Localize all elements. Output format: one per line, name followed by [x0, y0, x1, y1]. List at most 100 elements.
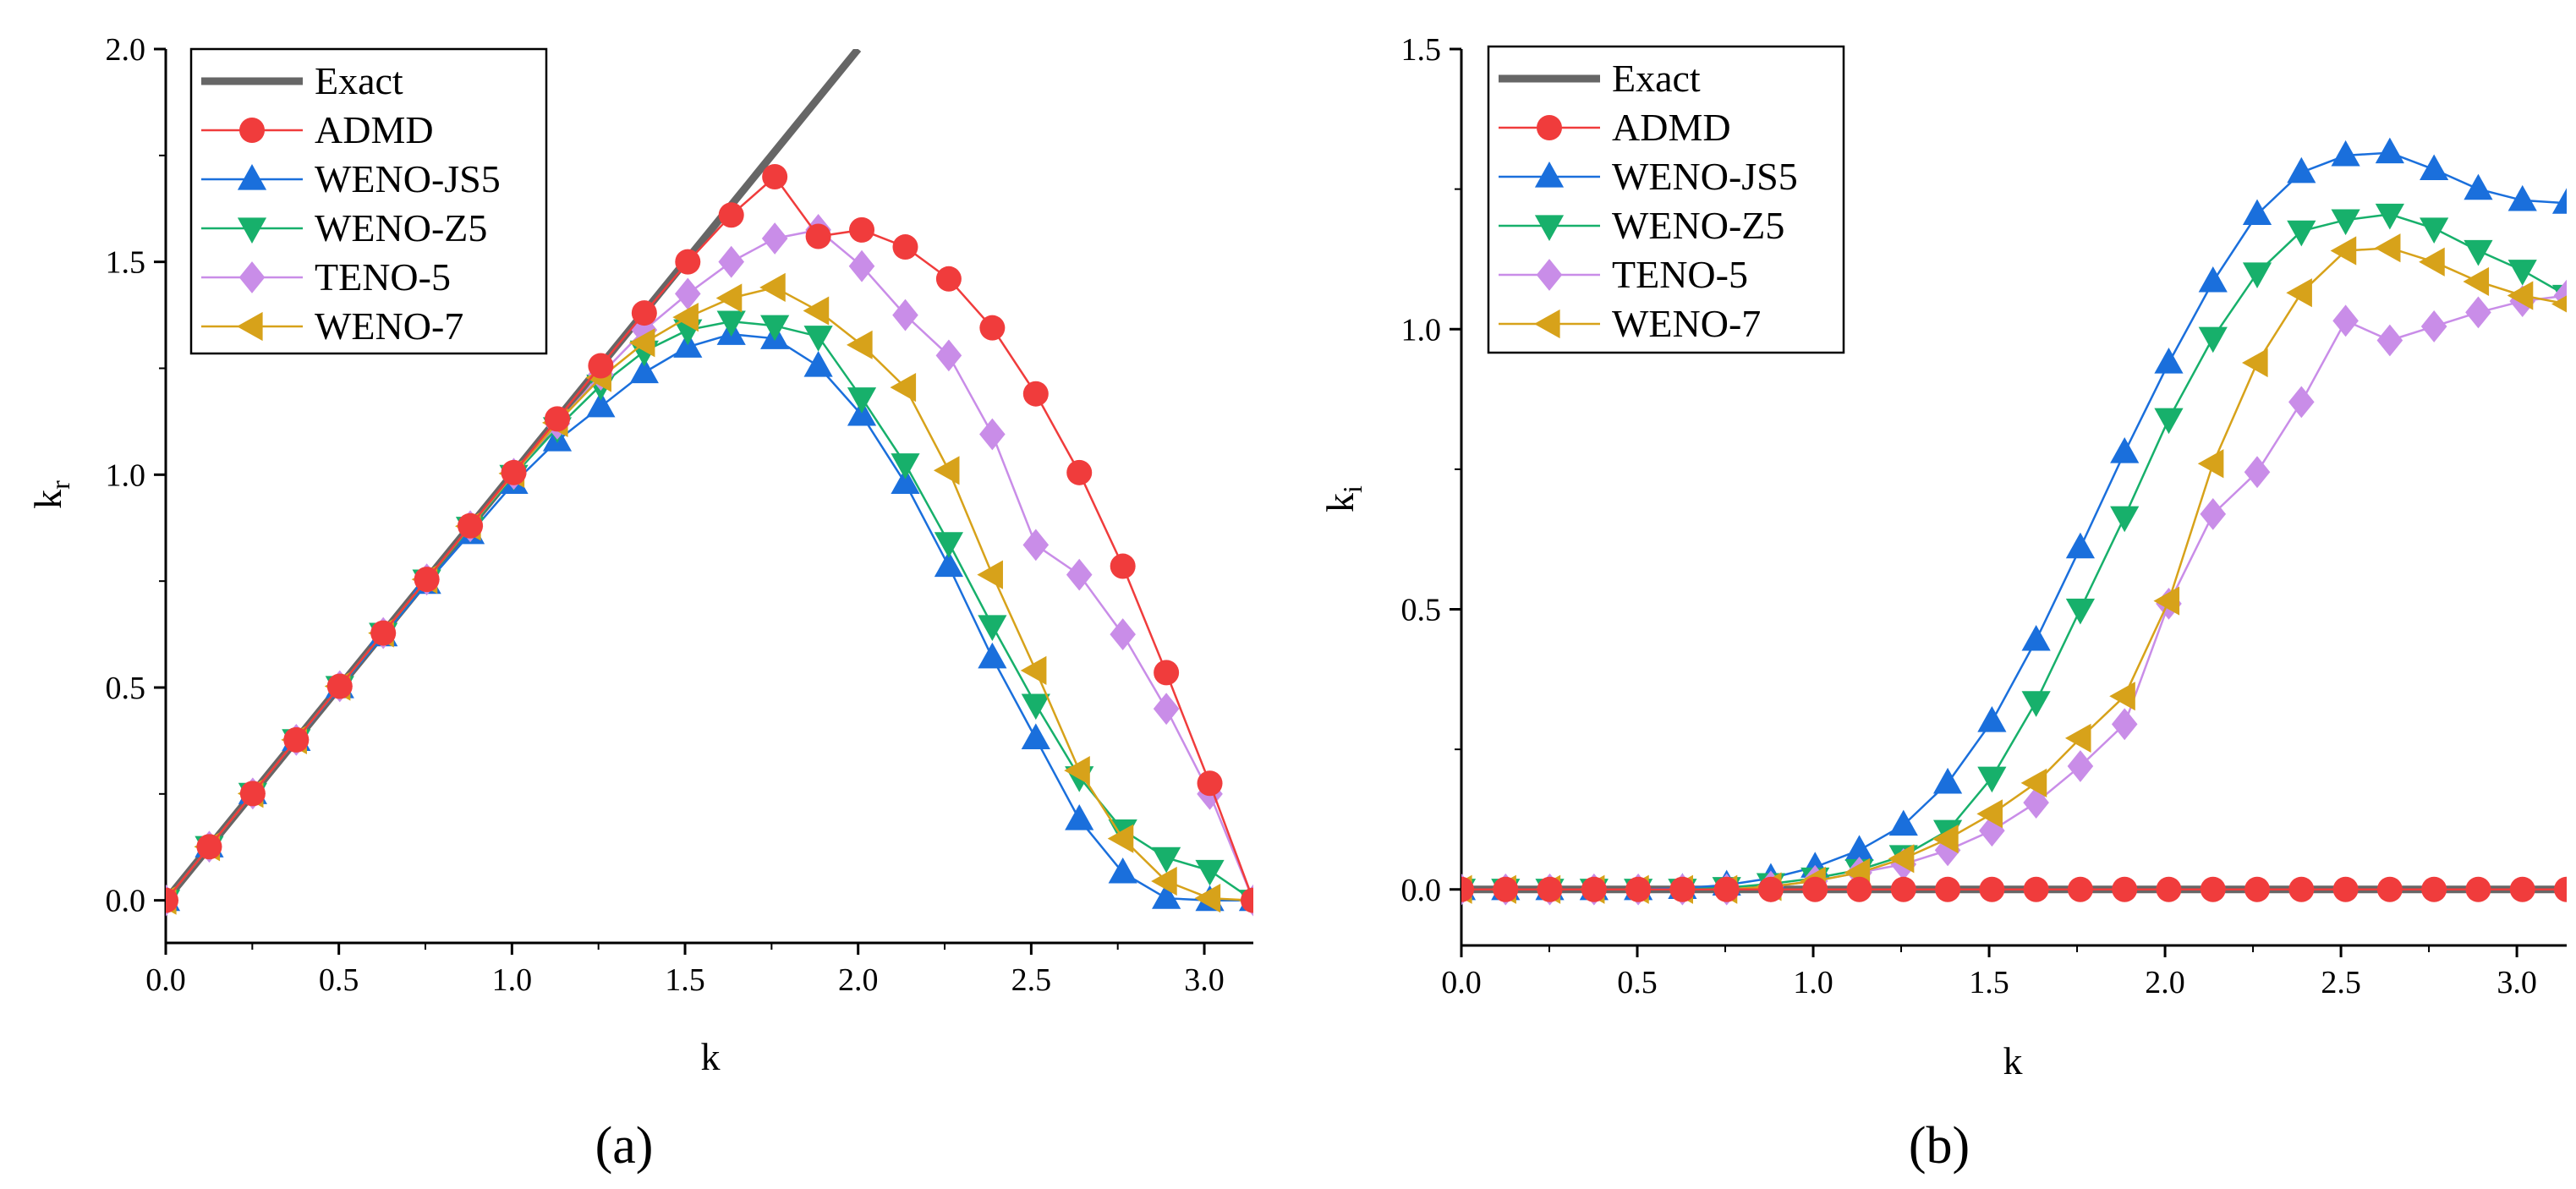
marker-weno-7-a	[715, 283, 743, 313]
legend-a: Exact ADMD WENO-JS5 WENO-Z5 TENO-5 WENO-7	[189, 47, 548, 355]
marker-admd-b	[2023, 876, 2049, 902]
x-axis-label-a: k	[701, 1035, 721, 1078]
legend-label-weno-z5-b: WENO-Z5	[1612, 204, 1784, 247]
legend-marker-admd-a	[239, 118, 265, 143]
marker-weno-js5-b	[2287, 156, 2316, 184]
marker-admd-a	[501, 459, 527, 485]
legend-b: Exact ADMD WENO-JS5 WENO-Z5 TENO-5 WENO-7	[1487, 45, 1845, 354]
marker-weno-z5-b	[1977, 766, 2007, 793]
legend-box-b	[1487, 45, 1845, 354]
legend-marker-teno-5-a	[238, 261, 266, 293]
marker-weno-js5-a	[803, 350, 833, 377]
marker-teno-5-b	[1979, 814, 2005, 847]
marker-admd-a	[1110, 553, 1136, 579]
marker-admd-a	[1022, 381, 1049, 407]
legend-label-weno-z5-a: WENO-Z5	[315, 206, 487, 249]
marker-admd-a	[458, 512, 484, 539]
legend-marker-admd-b	[1537, 115, 1562, 140]
marker-weno-z5-b	[2420, 217, 2449, 244]
marker-weno-7-a	[759, 272, 786, 302]
marker-weno-z5-b	[2464, 239, 2493, 266]
marker-weno-7-a	[933, 456, 960, 485]
marker-admd-a	[239, 781, 266, 807]
marker-weno-js5-b	[2110, 437, 2140, 463]
marker-weno-7-b	[2330, 236, 2357, 266]
marker-teno-5-b	[2376, 324, 2403, 357]
plot-area-b: 0.0 0.5 1.0 1.5 2.0 2.5 3.0 0.0 0.5 1.0 1.5 Exact AD…	[1401, 32, 2567, 1000]
marker-admd-a	[588, 353, 614, 379]
marker-teno-5-a	[935, 339, 962, 372]
marker-admd-a	[892, 234, 918, 260]
legend-marker-weno-7-a	[237, 311, 263, 342]
marker-weno-7-b	[2374, 233, 2401, 263]
marker-admd-a	[196, 834, 222, 860]
marker-admd-b	[2421, 876, 2447, 902]
marker-teno-5-b	[2288, 386, 2315, 419]
marker-teno-5-a	[1022, 529, 1050, 562]
legend-marker-weno-js5-a	[237, 164, 267, 190]
x-axis-label-b: k	[2003, 1039, 2023, 1082]
legend-label-weno-7-b: WENO-7	[1612, 302, 1761, 345]
marker-admd-b	[2156, 876, 2182, 902]
marker-teno-5-a	[674, 277, 701, 310]
marker-weno-7-b	[2242, 348, 2268, 378]
legend-marker-weno-js5-b	[1534, 162, 1565, 188]
marker-admd-b	[1493, 876, 1519, 902]
series-line-teno-5-b	[1461, 294, 2567, 891]
marker-weno-7-b	[2064, 723, 2091, 753]
legend-label-weno-js5-a: WENO-JS5	[315, 157, 501, 200]
marker-admd-b	[1581, 876, 1607, 902]
marker-admd-a	[718, 202, 744, 228]
marker-weno-7-b	[1976, 799, 2003, 829]
marker-weno-7-b	[1932, 825, 1959, 854]
marker-weno-js5-b	[1932, 767, 1963, 794]
marker-admd-a	[1241, 887, 1253, 913]
marker-teno-5-a	[1153, 693, 1180, 726]
marker-admd-a	[370, 620, 397, 646]
legend-label-admd-a: ADMD	[315, 108, 434, 151]
marker-weno-js5-b	[1844, 835, 1874, 861]
marker-weno-7-a	[1107, 824, 1134, 853]
x-tick-label-b: 1.0	[1793, 965, 1833, 1000]
marker-weno-7-a	[1151, 866, 1177, 896]
marker-admd-b	[2554, 876, 2567, 902]
marker-admd-b	[1461, 876, 1474, 902]
y-axis-label-b-main: k	[1318, 493, 1362, 512]
marker-weno-7-a	[1194, 884, 1221, 913]
marker-admd-a	[1154, 660, 1180, 686]
x-tick-label-b: 0.0	[1441, 965, 1482, 1000]
marker-admd-b	[1979, 876, 2005, 902]
marker-weno-js5-b	[2198, 266, 2228, 293]
y-tick-label-b: 1.5	[1401, 32, 1442, 68]
marker-teno-5-b	[2465, 296, 2491, 329]
marker-teno-5-a	[718, 245, 745, 278]
y-tick-label-b: 1.0	[1401, 312, 1442, 348]
marker-admd-a	[935, 266, 962, 292]
marker-weno-7-b	[2286, 278, 2312, 308]
legend-label-teno-5-a: TENO-5	[315, 255, 451, 299]
marker-weno-z5-a	[716, 310, 746, 337]
marker-teno-5-a	[631, 314, 658, 347]
marker-admd-a	[544, 406, 570, 432]
x-tick-label-b: 1.5	[1969, 965, 2009, 1000]
legend-marker-weno-7-b	[1534, 309, 1560, 339]
marker-admd-b	[2465, 876, 2491, 902]
x-tick-label-a: 2.5	[1011, 962, 1052, 998]
legend-label-exact-b: Exact	[1612, 57, 1701, 100]
legend-label-exact-a: Exact	[315, 59, 403, 102]
marker-admd-b	[1802, 876, 1828, 902]
marker-admd-a	[762, 164, 788, 189]
marker-weno-7-a	[847, 330, 873, 359]
marker-teno-5-a	[848, 249, 875, 282]
marker-admd-b	[2332, 876, 2359, 902]
marker-weno-7-a	[977, 560, 1003, 589]
x-tick-label-b: 2.5	[2321, 965, 2361, 1000]
marker-weno-7-b	[2419, 247, 2445, 277]
x-tick-label-a: 1.0	[492, 962, 533, 998]
marker-weno-z5-b	[2331, 209, 2360, 236]
marker-weno-js5-b	[2507, 184, 2537, 211]
marker-weno-z5-b	[2375, 203, 2404, 230]
y-tick-label-a: 1.5	[106, 245, 146, 281]
marker-weno-js5-b	[2021, 624, 2051, 651]
legend-label-weno-js5-b: WENO-JS5	[1612, 155, 1798, 198]
